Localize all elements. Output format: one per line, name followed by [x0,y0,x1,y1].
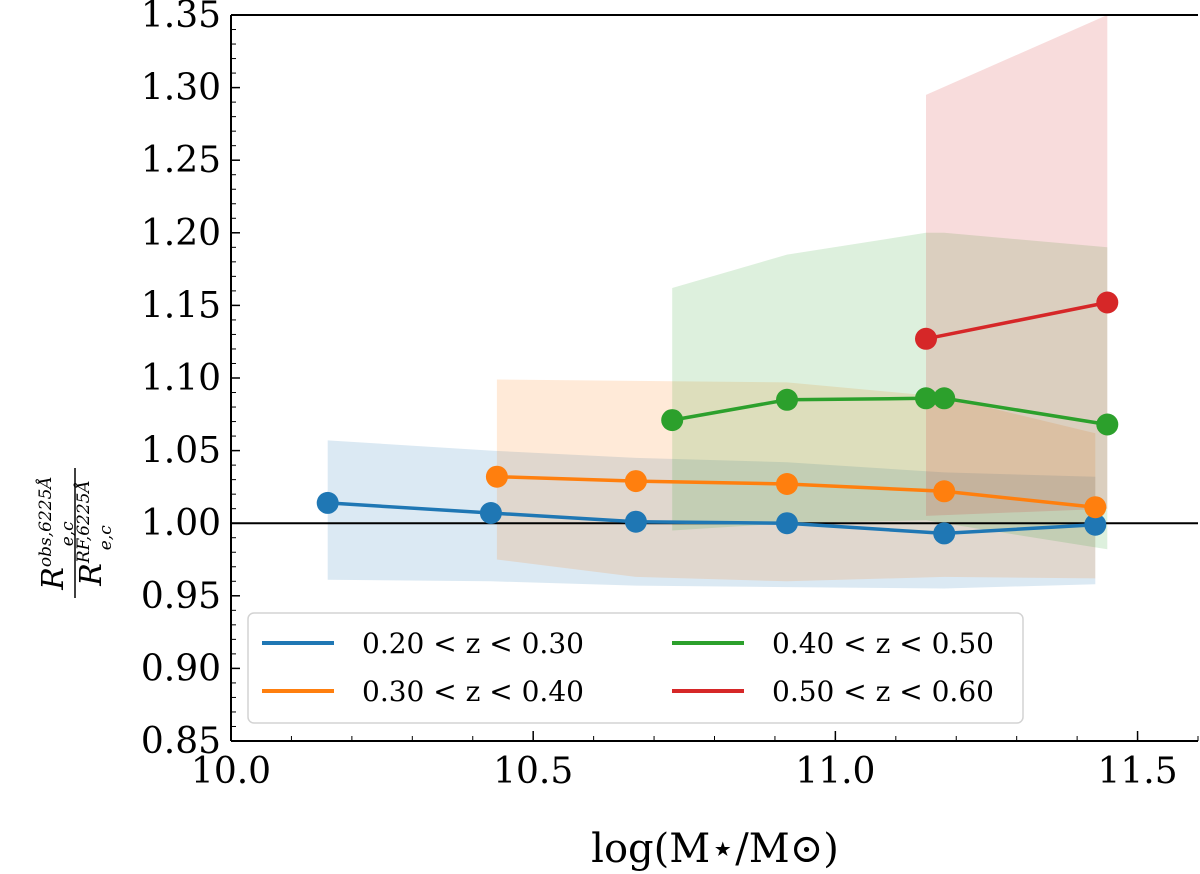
x-tick-label: 11.0 [795,751,875,792]
x-axis-label: log(M⋆/M⊙) [591,826,839,872]
x-tick-label: 10.0 [191,751,271,792]
series-1-point [776,473,798,495]
series-0-point [1084,513,1107,536]
x-tick-label: 11.5 [1097,751,1177,792]
legend-box [247,612,1024,724]
y-axis-label: Robs,6225Å e,c RRF,6225Å e,c [35,468,116,598]
series-1-point [1084,496,1107,519]
y-tick-label: 1.30 [141,68,221,109]
y-tick-label: 0.95 [141,576,221,617]
legend-label-1: 0.30 < z < 0.40 [362,675,584,708]
series-2-band [672,232,1108,550]
y-tick-label: 1.10 [141,358,221,399]
tick-labels: 0.85 0.90 0.95 1.00 1.05 1.10 1.15 1.20 1.25 1.30… [141,0,1178,792]
series-0-point [776,512,798,535]
y-tick-label: 1.15 [141,285,221,326]
legend-label-3: 0.50 < z < 0.60 [772,675,994,708]
series-2-point [661,409,684,432]
series-1-point [485,465,508,488]
series-0-point [624,510,647,533]
series-1-point [624,470,647,493]
y-tick-label: 1.00 [141,503,221,544]
y-tick-label: 0.85 [141,721,221,762]
legend-label-2: 0.40 < z < 0.50 [772,627,994,660]
series-3-point [915,327,937,350]
series-0-point [479,502,502,524]
series-0-line [327,501,1096,536]
y-label-numerator: Robs,6225Å e,c [35,476,78,590]
series-3-point [1096,291,1119,314]
series-points [316,291,1119,545]
series-0-point [933,522,956,545]
axis-ticks [230,14,1199,742]
y-tick-label: 1.20 [141,213,221,254]
series-3-line [925,300,1108,341]
legend: 0.20 < z < 0.30 0.30 < z < 0.40 0.40 < z <… [247,612,1024,724]
legend-label-0: 0.20 < z < 0.30 [362,627,584,660]
series-1-point [933,480,956,503]
series-3-band [926,15,1108,516]
y-tick-label: 1.35 [141,0,221,36]
series-2-point [933,387,956,410]
series-2-point [915,387,937,410]
x-tick-label: 10.5 [493,751,573,792]
y-tick-label: 1.25 [141,140,221,181]
y-tick-label: 1.05 [141,431,221,472]
y-label-denominator: RRF,6225Å e,c [73,480,116,587]
series-0-point [316,491,339,514]
confidence-bands [327,15,1108,589]
series-2-point [1096,413,1119,436]
series-2-point [776,388,798,411]
y-tick-label: 0.90 [141,648,221,689]
